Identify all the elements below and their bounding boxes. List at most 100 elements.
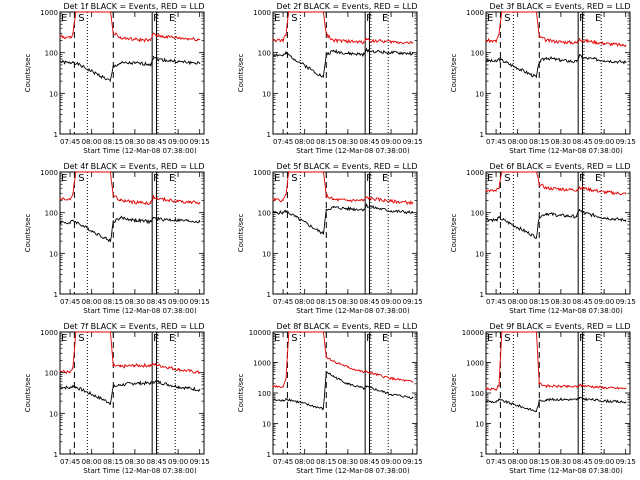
event-marker-label: E [487, 13, 493, 24]
events-data-point [112, 221, 114, 223]
x-axis-label: Start Time (12-Mar-08 07:38:00) [509, 147, 623, 155]
events-data-point [59, 221, 61, 223]
events-data-point [390, 210, 392, 212]
events-series-line [59, 215, 201, 243]
events-data-point [325, 371, 327, 373]
y-tick-label: 10 [475, 421, 484, 429]
lld-data-point [272, 39, 274, 42]
x-tick-label: 09:15 [403, 298, 423, 306]
lld-data-point [535, 171, 537, 173]
lld-data-point [368, 197, 371, 199]
y-tick-label: 1000 [466, 9, 484, 17]
lld-data-point [153, 363, 155, 365]
lld-data-point [390, 377, 392, 380]
events-data-point [368, 206, 371, 208]
lld-data-point [69, 372, 71, 374]
events-data-point [282, 54, 284, 57]
events-data-point [153, 56, 155, 58]
lld-data-point [199, 372, 201, 374]
events-data-point [109, 80, 111, 82]
y-tick-label: 10000 [249, 329, 271, 337]
events-data-point [581, 57, 584, 59]
x-tick-label: 07:45 [486, 138, 506, 146]
lld-data-point [485, 387, 487, 390]
y-axis-label: Counts/sec [24, 214, 32, 253]
lld-data-point [545, 385, 548, 387]
lld-data-point [119, 37, 122, 39]
lld-data-point [581, 39, 584, 42]
plot-title: Det 5f BLACK = Events, RED = LLD [276, 162, 417, 171]
lld-data-point [498, 33, 500, 36]
event-marker-label: F [153, 333, 159, 344]
events-data-point [272, 399, 274, 401]
x-tick-label: 08:00 [82, 138, 102, 146]
x-axis-label: Start Time (12-Mar-08 07:38:00) [83, 307, 197, 315]
lld-data-point [347, 40, 349, 42]
lld-data-point [332, 39, 335, 42]
events-data-point [332, 206, 335, 208]
events-data-point [560, 398, 562, 400]
events-data-point [485, 218, 487, 220]
events-data-point [625, 61, 627, 63]
lld-data-point [282, 39, 284, 42]
x-tick-label: 08:45 [146, 458, 166, 466]
lld-data-point [288, 171, 290, 173]
x-tick-label: 08:30 [551, 138, 571, 146]
det-plot-4: Det 4f BLACK = Events, RED = LLD 1 10 100 10… [24, 162, 210, 315]
x-tick-label: 09:00 [168, 458, 188, 466]
x-tick-label: 07:45 [486, 298, 506, 306]
det-plot-5: Det 5f BLACK = Events, RED = LLD 1 10 100 10… [237, 162, 423, 315]
lld-data-point [625, 44, 627, 47]
x-tick-label: 08:45 [359, 298, 379, 306]
lld-data-point [285, 33, 287, 36]
events-data-point [285, 52, 287, 55]
x-tick-label: 08:15 [103, 458, 123, 466]
lld-data-point [199, 38, 201, 41]
event-marker-label: E [169, 173, 175, 184]
x-tick-label: 09:00 [168, 138, 188, 146]
x-tick-label: 08:15 [316, 298, 336, 306]
y-tick-label: 100 [45, 370, 58, 378]
x-tick-label: 08:45 [572, 298, 592, 306]
y-tick-label: 1 [267, 451, 271, 459]
plot-title: Det 1f BLACK = Events, RED = LLD [63, 2, 204, 11]
lld-series-line [485, 331, 626, 391]
lld-data-point [155, 198, 158, 200]
event-marker-label: F [579, 333, 585, 344]
events-data-point [332, 375, 335, 378]
event-marker-label: E [169, 13, 175, 24]
events-data-point [177, 61, 179, 63]
x-tick-label: 09:15 [190, 458, 210, 466]
lld-data-point [285, 377, 287, 380]
events-data-point [119, 62, 122, 64]
y-tick-label: 1 [54, 131, 58, 139]
x-tick-label: 08:00 [295, 298, 315, 306]
lld-series-line [59, 331, 200, 375]
det-panel-7: Det 7f BLACK = Events, RED = LLD 1 10 100 10… [0, 320, 213, 480]
lld-data-point [153, 32, 155, 34]
lld-data-point [495, 40, 497, 42]
plot-title: Det 4f BLACK = Events, RED = LLD [63, 162, 204, 171]
x-tick-label: 08:15 [316, 138, 336, 146]
det-panel-3: Det 3f BLACK = Events, RED = LLD 1 10 100 10… [426, 0, 639, 160]
x-tick-label: 08:00 [508, 458, 528, 466]
events-data-point [366, 49, 368, 51]
events-data-point [282, 400, 284, 402]
lld-data-point [322, 11, 324, 13]
events-data-point [368, 50, 371, 52]
events-data-point [603, 59, 605, 61]
lld-data-point [576, 42, 578, 44]
x-tick-label: 09:00 [594, 138, 614, 146]
lld-data-point [390, 41, 392, 43]
lld-data-point [109, 331, 111, 333]
lld-data-point [177, 368, 179, 371]
lld-series-line [272, 171, 413, 206]
y-tick-label: 1 [267, 291, 271, 299]
det-plot-9: Det 9f BLACK = Events, RED = LLD 1 10 100 10… [450, 322, 636, 475]
event-marker-label: E [61, 13, 67, 24]
event-marker-label: E [595, 13, 601, 24]
det-plot-2: Det 2f BLACK = Events, RED = LLD 1 10 100 10… [237, 2, 423, 155]
events-data-point [366, 204, 368, 207]
plot-frame [485, 331, 631, 455]
events-data-point [560, 214, 562, 217]
